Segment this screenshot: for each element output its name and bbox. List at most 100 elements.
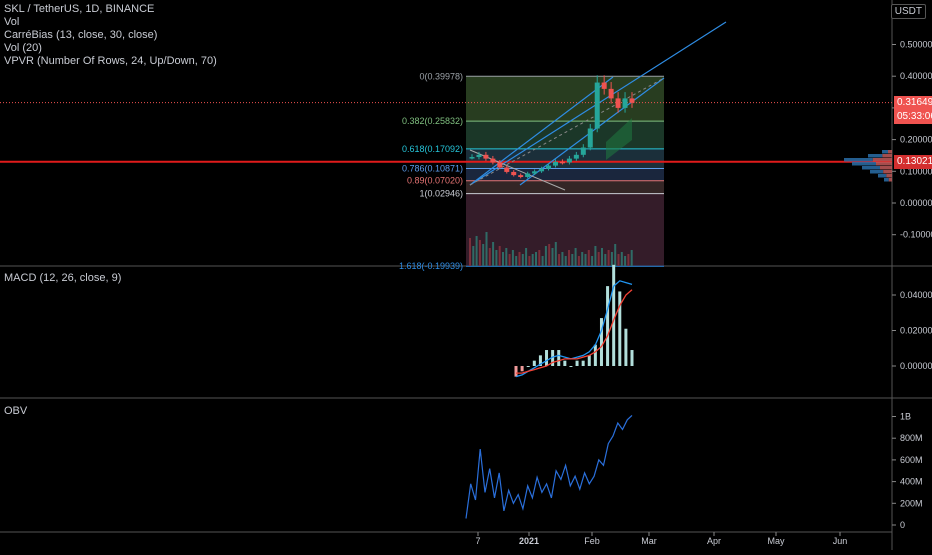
macd-histogram-bar xyxy=(606,286,610,366)
candle-body xyxy=(601,82,607,89)
volume-bar xyxy=(544,246,547,266)
currency-button[interactable]: USDT xyxy=(890,4,926,19)
fib-zone-89-1 xyxy=(466,180,664,194)
fib-zone-618-786 xyxy=(466,148,664,169)
vpvr-bar-down xyxy=(888,150,892,154)
volume-bar xyxy=(535,252,537,266)
price-tick-label: 0.40000 xyxy=(900,71,932,81)
volume-bar xyxy=(614,244,617,266)
volume-bar xyxy=(508,254,511,266)
macd-histogram-bar xyxy=(545,350,549,366)
vpvr-bar-up xyxy=(868,154,883,158)
symbol-title[interactable]: SKL / TetherUS, 1D, BINANCE xyxy=(4,3,155,15)
macd-histogram-bar xyxy=(624,328,628,366)
obv-tick-label: 800M xyxy=(900,433,923,443)
fib-zone-382-618 xyxy=(466,121,664,149)
macd-histogram-bar xyxy=(599,318,603,366)
macd-tick-label: 0.04000 xyxy=(900,290,932,300)
obv-line xyxy=(465,414,633,519)
legend-vpvr[interactable]: VPVR (Number Of Rows, 24, Up/Down, 70) xyxy=(4,55,217,67)
candle-body xyxy=(580,147,586,155)
candle-body xyxy=(587,128,593,148)
fib-level-label: 0.382(0.25832) xyxy=(402,116,463,126)
volume-bar xyxy=(495,250,498,266)
vpvr-bar-down xyxy=(886,174,892,178)
volume-bar xyxy=(469,238,471,266)
trend-midline xyxy=(469,77,665,186)
trend-line-upper xyxy=(469,76,614,186)
volume-bar xyxy=(472,246,475,266)
candle-body xyxy=(539,168,545,172)
candle-body xyxy=(518,175,524,178)
obv-tick-label: 600M xyxy=(900,455,923,465)
volume-bar xyxy=(591,256,594,266)
indicator-legend: SKL / TetherUS, 1D, BINANCE Vol CarréBia… xyxy=(4,3,217,68)
legend-carrebias[interactable]: CarréBias (13, close, 30, close) xyxy=(4,29,158,41)
candle-body xyxy=(511,171,517,176)
volume-bar xyxy=(594,246,597,266)
legend-vol[interactable]: Vol xyxy=(4,16,20,28)
candle-body xyxy=(615,98,621,108)
volume-bar xyxy=(577,256,580,266)
volume-bar xyxy=(475,236,478,266)
volume-bar xyxy=(498,246,501,266)
price-tick-label: 0.50000 xyxy=(900,40,932,50)
vpvr-bar-up xyxy=(844,158,873,162)
volume-bar xyxy=(478,240,481,266)
macd-histogram-bar xyxy=(551,350,555,366)
macd-histogram-bar xyxy=(593,344,597,366)
obv-tick-label: 1B xyxy=(900,412,911,422)
price-tick-label: 0.00000 xyxy=(900,198,932,208)
volume-bar xyxy=(597,252,600,266)
volume-bar xyxy=(617,254,620,266)
volume-bar xyxy=(558,254,561,266)
volume-bar xyxy=(607,250,610,266)
fib-level-label: 1.618(-0.19939) xyxy=(399,261,463,271)
price-tick-label: 0.20000 xyxy=(900,135,932,145)
macd-legend[interactable]: MACD (12, 26, close, 9) xyxy=(4,272,122,284)
candle-body xyxy=(622,98,628,108)
volume-bar xyxy=(561,252,564,266)
volume-bar xyxy=(502,252,504,266)
time-tick-label: 2021 xyxy=(519,536,539,546)
candle-body xyxy=(573,154,579,159)
macd-histogram-bar xyxy=(618,291,622,366)
macd-histogram-bar xyxy=(575,360,579,366)
highlight-zone xyxy=(606,118,632,160)
volume-bar xyxy=(528,256,531,266)
macd-histogram-bar xyxy=(538,355,542,366)
time-tick-label: Jun xyxy=(833,536,848,546)
countdown-badge: 05:33:06 xyxy=(894,110,932,124)
volume-bar xyxy=(485,232,488,266)
candle-body xyxy=(490,158,496,163)
legend-vol20[interactable]: Vol (20) xyxy=(4,42,42,54)
macd-histogram-bar xyxy=(514,366,518,377)
volume-bar xyxy=(515,256,518,266)
macd-histogram-bar xyxy=(581,360,585,366)
vpvr-bar-down xyxy=(876,162,892,166)
candle-body xyxy=(469,157,475,159)
volume-bar xyxy=(551,248,554,266)
signal-line xyxy=(516,289,633,374)
volume-bar xyxy=(581,252,584,266)
volume-bar xyxy=(525,248,528,266)
time-tick-label: 7 xyxy=(475,536,480,546)
candle-body xyxy=(532,171,538,174)
volume-bar xyxy=(538,250,541,266)
volume-bar xyxy=(488,248,491,266)
macd-histogram-bar xyxy=(563,360,567,366)
candle-body xyxy=(594,82,600,129)
candle-body xyxy=(552,161,558,166)
vpvr-bar-up xyxy=(862,166,880,170)
fib-level-label: 0.786(0.10871) xyxy=(402,164,463,174)
candle-body xyxy=(629,98,635,103)
obv-legend[interactable]: OBV xyxy=(4,405,28,417)
price-tick-label: 0.10000 xyxy=(900,166,932,176)
volume-bar xyxy=(630,250,633,266)
macd-histogram-bar xyxy=(520,366,524,372)
fib-level-label: 1(0.02946) xyxy=(419,189,463,199)
vpvr-bar-up xyxy=(878,174,887,178)
volume-bar xyxy=(574,248,577,266)
